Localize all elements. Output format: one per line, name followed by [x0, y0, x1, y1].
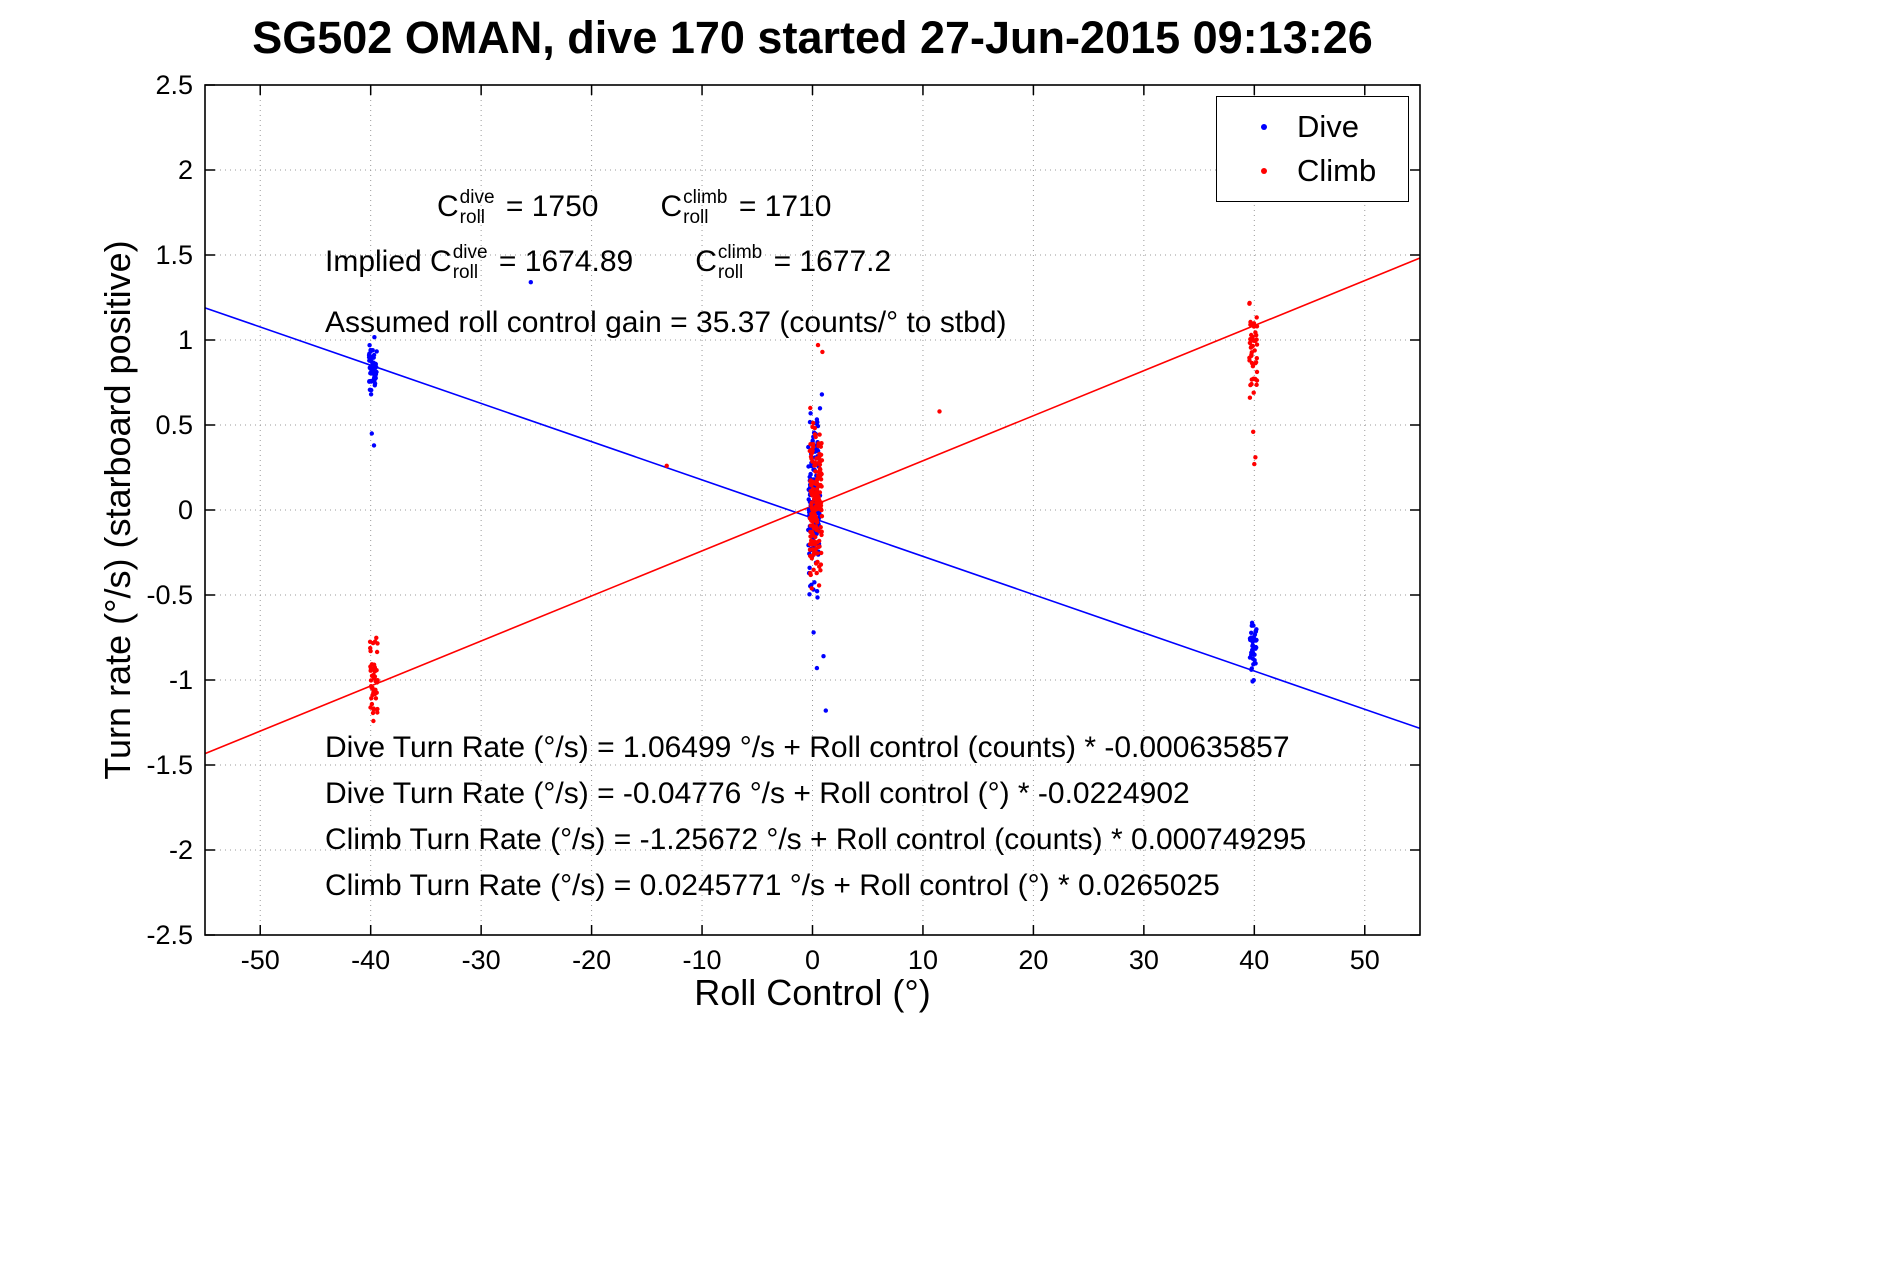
legend-label-climb: Climb: [1297, 153, 1377, 188]
svg-text:10: 10: [908, 945, 938, 975]
climb-marker-icon: [1261, 168, 1267, 174]
equation-climb-counts: Climb Turn Rate (°/s) = -1.25672 °/s + R…: [325, 823, 1307, 856]
svg-text:2: 2: [178, 155, 193, 185]
x-axis-label: Roll Control (°): [694, 972, 931, 1013]
equation-dive-counts: Dive Turn Rate (°/s) = 1.06499 °/s + Rol…: [325, 731, 1290, 764]
svg-text:0: 0: [805, 945, 820, 975]
svg-text:1.5: 1.5: [155, 240, 193, 270]
svg-text:0.5: 0.5: [155, 410, 193, 440]
svg-text:40: 40: [1239, 945, 1269, 975]
svg-text:2.5: 2.5: [155, 70, 193, 100]
equation-climb-degrees: Climb Turn Rate (°/s) = 0.0245771 °/s + …: [325, 869, 1220, 902]
chart-title: SG502 OMAN, dive 170 started 27-Jun-2015…: [252, 12, 1373, 63]
svg-text:-0.5: -0.5: [146, 580, 193, 610]
svg-text:-1: -1: [169, 665, 193, 695]
legend-label-dive: Dive: [1297, 109, 1360, 144]
legend: Dive Climb: [1216, 96, 1409, 202]
svg-text:1: 1: [178, 325, 193, 355]
svg-text:20: 20: [1018, 945, 1048, 975]
dive-marker-icon: [1261, 124, 1267, 130]
svg-text:-30: -30: [462, 945, 501, 975]
svg-text:-10: -10: [683, 945, 722, 975]
svg-text:0: 0: [178, 495, 193, 525]
legend-item-dive: Dive: [1217, 109, 1408, 145]
svg-text:-1.5: -1.5: [146, 750, 193, 780]
annotation-roll-gain: Assumed roll control gain = 35.37 (count…: [325, 306, 1007, 339]
equation-dive-degrees: Dive Turn Rate (°/s) = -0.04776 °/s + Ro…: [325, 777, 1190, 810]
svg-text:30: 30: [1129, 945, 1159, 975]
svg-text:50: 50: [1350, 945, 1380, 975]
y-axis-label: Turn rate (°/s) (starboard positive): [97, 240, 138, 780]
svg-text:-2.5: -2.5: [146, 920, 193, 950]
legend-item-climb: Climb: [1217, 153, 1408, 189]
svg-text:-50: -50: [241, 945, 280, 975]
svg-text:-2: -2: [169, 835, 193, 865]
svg-text:-40: -40: [351, 945, 390, 975]
svg-text:-20: -20: [572, 945, 611, 975]
